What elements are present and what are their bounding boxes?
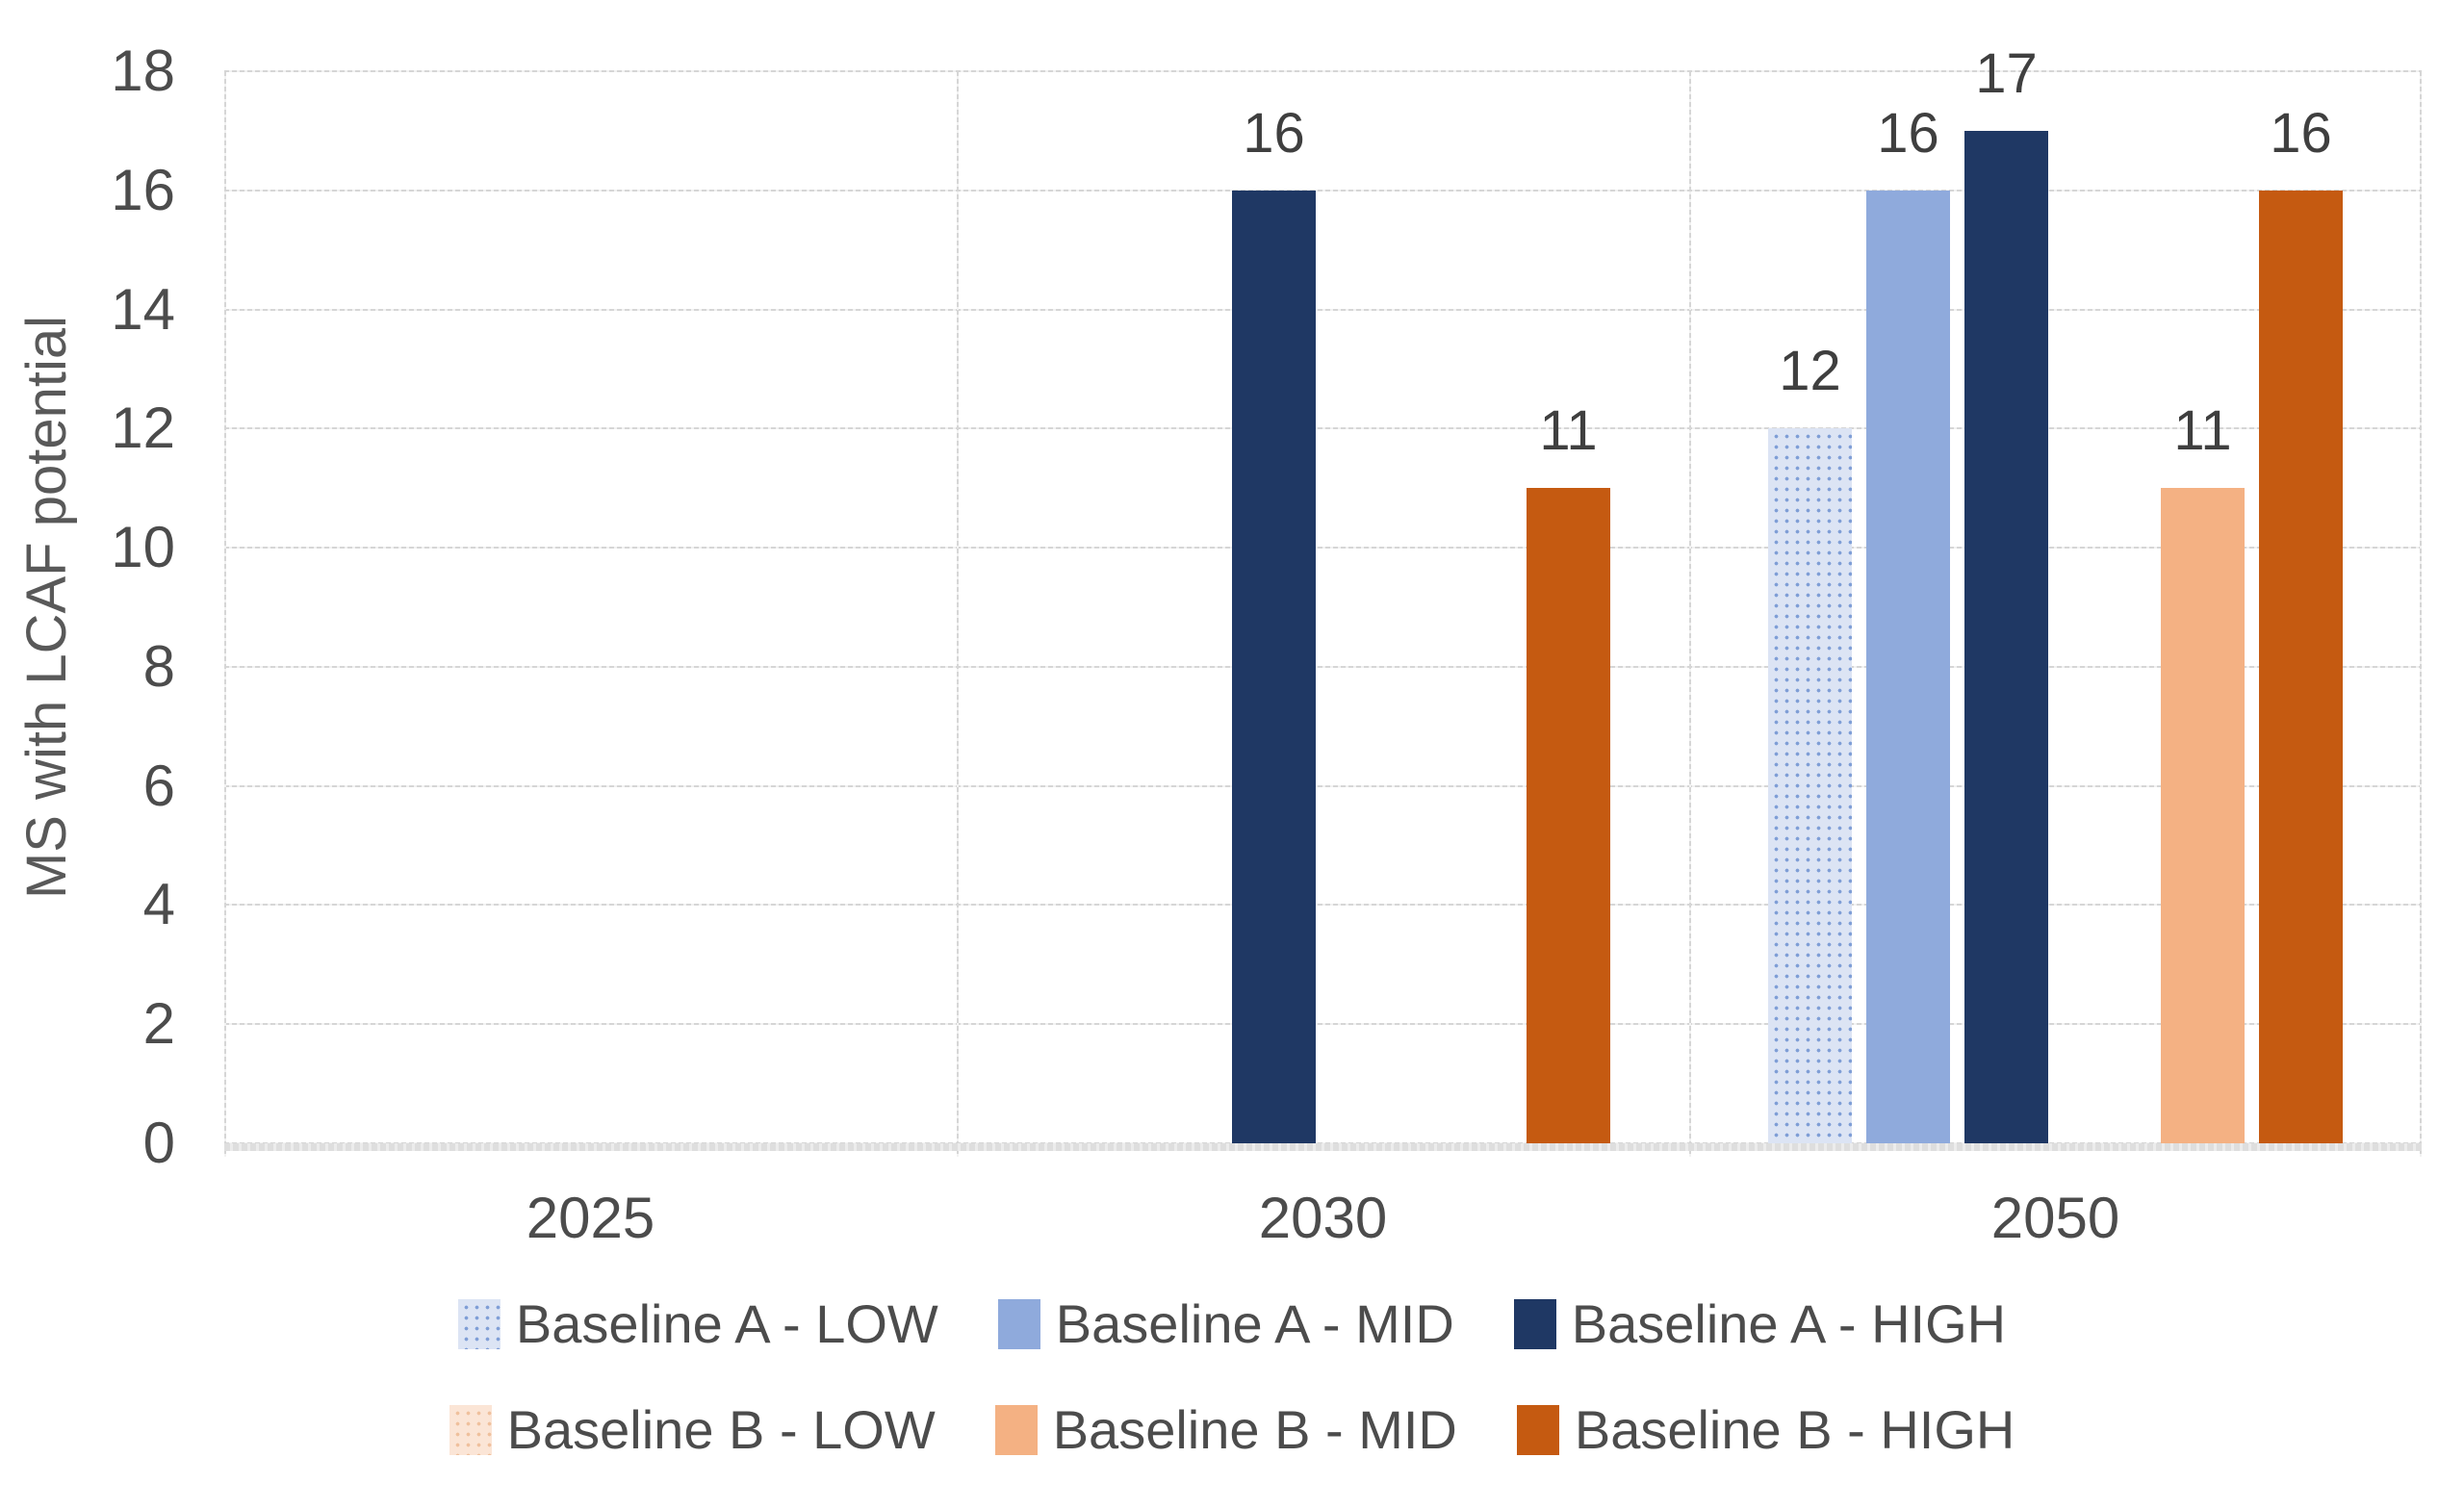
legend-swatch bbox=[449, 1405, 492, 1455]
bar-value-label: 12 bbox=[1779, 340, 1841, 403]
bar bbox=[1964, 130, 2048, 1143]
y-tick-label: 10 bbox=[111, 515, 175, 580]
legend-label: Baseline B - HIGH bbox=[1574, 1399, 2015, 1460]
x-category-label: 2030 bbox=[1258, 1186, 1388, 1250]
x-category-label: 2025 bbox=[526, 1186, 655, 1250]
legend-item: Baseline B - MID bbox=[994, 1399, 1457, 1460]
x-axis-line bbox=[224, 1143, 2422, 1151]
bar-value-label: 16 bbox=[1243, 101, 1305, 165]
y-tick-label: 14 bbox=[111, 276, 175, 342]
legend-swatch bbox=[997, 1299, 1040, 1349]
x-category-label: 2050 bbox=[1990, 1186, 2120, 1250]
gridline-horizontal bbox=[224, 1023, 2422, 1026]
bar bbox=[2259, 190, 2343, 1143]
gridline-horizontal bbox=[224, 904, 2422, 907]
legend-label: Baseline B - MID bbox=[1052, 1399, 1457, 1460]
y-tick-label: 18 bbox=[111, 38, 175, 103]
y-tick-label: 8 bbox=[142, 633, 175, 699]
legend-item: Baseline A - LOW bbox=[457, 1293, 938, 1354]
bar-value-label: 16 bbox=[2270, 101, 2332, 165]
gridline-vertical bbox=[224, 71, 226, 1157]
gridline-vertical bbox=[1689, 71, 1691, 1157]
y-tick-label: 16 bbox=[111, 157, 175, 222]
x-axis-category-labels: 2025 2030 2050 bbox=[224, 1189, 2422, 1257]
bar bbox=[1232, 190, 1316, 1143]
legend-label: Baseline B - LOW bbox=[506, 1399, 936, 1460]
gridline-horizontal bbox=[224, 70, 2422, 72]
legend-row: Baseline B - LOW Baseline B - MID Baseline… bbox=[449, 1403, 2015, 1457]
legend-item: Baseline A - MID bbox=[997, 1293, 1454, 1354]
bar-value-label: 11 bbox=[1539, 399, 1598, 463]
y-tick-label: 2 bbox=[142, 991, 175, 1057]
legend-swatch bbox=[1513, 1299, 1556, 1349]
legend-item: Baseline B - HIGH bbox=[1516, 1399, 2015, 1460]
y-tick-label: 4 bbox=[142, 872, 175, 937]
gridline-horizontal bbox=[224, 189, 2422, 192]
legend-swatch bbox=[994, 1405, 1038, 1455]
y-axis-tick-labels: 0 2 4 6 8 10 12 14 16 18 bbox=[0, 42, 175, 1172]
gridline-horizontal bbox=[224, 784, 2422, 787]
bar bbox=[1768, 428, 1852, 1143]
gridline-horizontal bbox=[224, 308, 2422, 311]
bar bbox=[2161, 488, 2245, 1143]
legend-label: Baseline A - HIGH bbox=[1571, 1293, 2007, 1354]
legend-item: Baseline A - HIGH bbox=[1513, 1293, 2007, 1354]
legend-row: Baseline A - LOW Baseline A - MID Baseline… bbox=[457, 1293, 2007, 1354]
gridline-vertical bbox=[2420, 71, 2422, 1157]
legend-swatch bbox=[457, 1299, 500, 1349]
y-tick-label: 6 bbox=[142, 753, 175, 818]
legend-item: Baseline B - LOW bbox=[449, 1403, 936, 1457]
gridline-horizontal bbox=[224, 665, 2422, 668]
legend-label: Baseline A - LOW bbox=[515, 1293, 938, 1354]
y-tick-label: 0 bbox=[142, 1111, 175, 1175]
bar-value-label: 16 bbox=[1877, 101, 1939, 165]
bar-value-label: 17 bbox=[1975, 41, 2038, 105]
bar bbox=[1527, 488, 1610, 1143]
y-tick-label: 12 bbox=[111, 396, 175, 461]
plot-area: 16 11 12 16 17 11 16 bbox=[224, 45, 2422, 1157]
bar-value-label: 11 bbox=[2173, 399, 2232, 463]
gridline-vertical bbox=[957, 71, 959, 1157]
gridline-horizontal bbox=[224, 547, 2422, 550]
chart-legend: Baseline A - LOW Baseline A - MID Baseline… bbox=[0, 1297, 2464, 1457]
legend-label: Baseline A - MID bbox=[1055, 1293, 1454, 1354]
gridline-horizontal bbox=[224, 427, 2422, 430]
bar bbox=[1866, 190, 1950, 1143]
legend-swatch bbox=[1516, 1405, 1559, 1455]
